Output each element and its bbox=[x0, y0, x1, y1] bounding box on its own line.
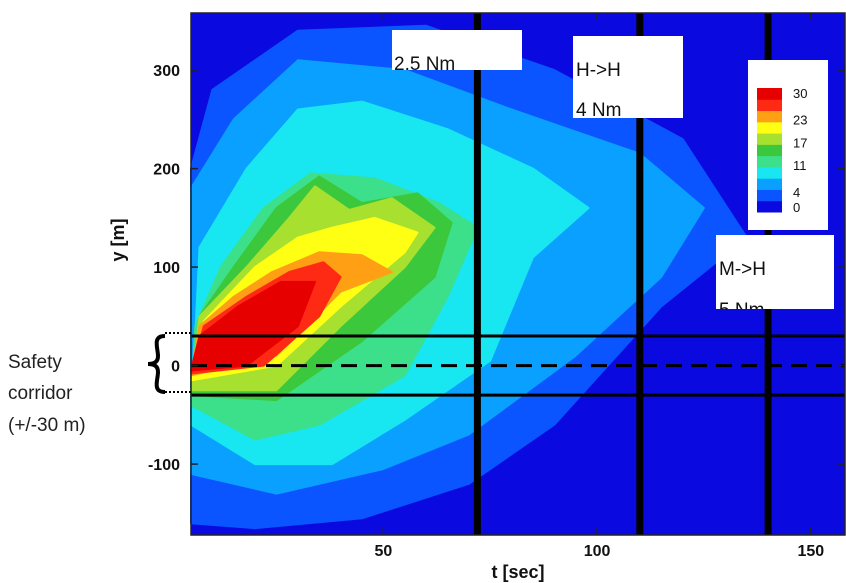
legend-swatch bbox=[757, 200, 782, 213]
legend-label: 0 bbox=[793, 200, 800, 215]
corridor-brace bbox=[147, 334, 166, 394]
annotation-background bbox=[392, 30, 522, 70]
x-tick-label: 100 bbox=[584, 543, 611, 560]
y-tick-label: 200 bbox=[153, 162, 180, 179]
legend-swatch bbox=[757, 133, 782, 145]
color-legend: 30 23 17 11 40 bbox=[748, 60, 828, 230]
annotation-box-2: H->H 4 Nm bbox=[573, 36, 683, 121]
plot-frame bbox=[190, 12, 846, 536]
x-axis-ticks: 50 100 150 bbox=[374, 13, 824, 560]
side-label-line-2: corridor bbox=[8, 383, 73, 404]
legend-label: 4 bbox=[793, 185, 800, 200]
annotation-text-line-1: 2.5 Nm bbox=[394, 54, 455, 75]
side-label-line-1: Safety bbox=[8, 352, 62, 373]
legend-label: 17 bbox=[793, 135, 807, 150]
legend-swatch bbox=[757, 166, 782, 179]
contour-band-level-10 bbox=[190, 280, 316, 372]
x-axis-label: t [sec] bbox=[491, 562, 544, 582]
annotation-text-line-2: 4 Nm bbox=[576, 100, 621, 121]
annotation-box-3: M->H 5 Nm bbox=[716, 235, 834, 321]
annotation-background bbox=[573, 36, 683, 118]
annotation-text-line-2: 5 Nm bbox=[719, 300, 764, 321]
legend-swatch bbox=[757, 178, 782, 190]
legend-swatch bbox=[757, 99, 782, 112]
legend-label: 23 bbox=[793, 113, 807, 128]
x-tick-label: 150 bbox=[797, 543, 824, 560]
legend-swatch bbox=[757, 155, 782, 168]
y-tick-label: 100 bbox=[153, 260, 180, 277]
plot-area: 2.5 Nm H->H 4 Nm M->H 5 Nm 30 23 17 11 40 bbox=[190, 12, 846, 536]
legend-swatch bbox=[757, 88, 782, 100]
annotation-box-1: 2.5 Nm bbox=[392, 30, 522, 75]
y-tick-label: -100 bbox=[148, 457, 180, 474]
safety-corridor-label: Safety corridor (+/-30 m) bbox=[8, 332, 191, 436]
legend-label: 11 bbox=[793, 158, 807, 173]
annotation-text-line-1: H->H bbox=[576, 60, 621, 81]
annotation-text-line-1: M->H bbox=[719, 259, 766, 280]
contour-fill bbox=[190, 24, 748, 530]
side-label-line-3: (+/-30 m) bbox=[8, 415, 86, 436]
y-tick-label: 0 bbox=[171, 359, 180, 376]
x-tick-label: 50 bbox=[374, 543, 392, 560]
legend-label: 30 bbox=[793, 86, 807, 101]
legend-swatch bbox=[757, 110, 782, 123]
y-axis-label: y [m] bbox=[108, 218, 128, 261]
legend-swatch bbox=[757, 121, 782, 134]
y-tick-label: 300 bbox=[153, 63, 180, 80]
annotation-background bbox=[716, 235, 834, 309]
legend-swatch bbox=[757, 189, 782, 202]
annotations: 2.5 Nm H->H 4 Nm M->H 5 Nm bbox=[392, 30, 834, 321]
legend-swatch bbox=[757, 144, 782, 157]
